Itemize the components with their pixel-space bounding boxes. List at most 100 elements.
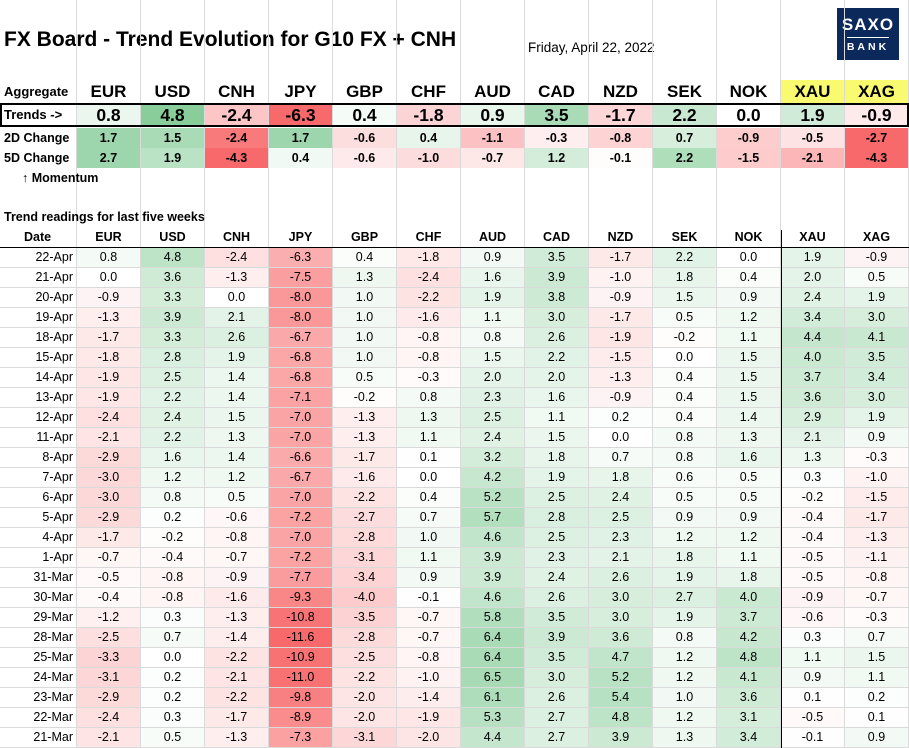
history-date: 13-Apr <box>35 390 73 404</box>
history-value-usd: 1.6 <box>141 448 204 467</box>
history-value-usd: -0.2 <box>141 528 204 547</box>
grid-hline <box>0 687 909 688</box>
history-value-usd: 3.3 <box>141 328 204 347</box>
history-value-eur: -3.3 <box>77 648 140 667</box>
history-value-usd: 1.2 <box>141 468 204 487</box>
history-value-jpy: -7.3 <box>269 728 332 747</box>
grid-hline <box>0 567 909 568</box>
history-date: 1-Apr <box>42 550 73 564</box>
history-value-chf: 0.4 <box>397 488 460 507</box>
grid-hline <box>0 527 909 528</box>
history-value-gbp: -2.5 <box>333 648 396 667</box>
grid-vline <box>204 0 205 748</box>
history-value-xau: -0.5 <box>781 548 844 567</box>
history-value-jpy: -6.7 <box>269 328 332 347</box>
change-5d-usd: 1.9 <box>141 148 204 168</box>
history-value-cnh: -1.3 <box>205 268 268 287</box>
history-value-cad: 1.9 <box>525 468 588 487</box>
history-value-jpy: -10.8 <box>269 608 332 627</box>
history-value-nzd: -1.5 <box>589 348 652 367</box>
history-value-xag: -1.3 <box>845 528 908 547</box>
history-value-gbp: -1.7 <box>333 448 396 467</box>
history-value-nzd: -1.0 <box>589 268 652 287</box>
history-value-chf: -0.7 <box>397 628 460 647</box>
change-2d-usd: 1.5 <box>141 128 204 148</box>
history-date: 31-Mar <box>33 570 73 584</box>
history-value-gbp: -2.8 <box>333 528 396 547</box>
history-value-nok: 4.0 <box>717 588 780 607</box>
history-value-cad: 1.1 <box>525 408 588 427</box>
history-header-nok: NOK <box>734 230 763 244</box>
history-value-aud: 5.2 <box>461 488 524 507</box>
history-value-nok: 0.5 <box>717 468 780 487</box>
history-value-chf: -1.6 <box>397 308 460 327</box>
history-value-xag: 0.2 <box>845 688 908 707</box>
history-value-chf: -0.3 <box>397 368 460 387</box>
history-value-chf: -0.8 <box>397 348 460 367</box>
grid-vline <box>268 0 269 748</box>
history-value-eur: -1.3 <box>77 308 140 327</box>
history-value-sek: 1.9 <box>653 608 716 627</box>
history-value-nok: 1.5 <box>717 348 780 367</box>
history-value-sek: 0.0 <box>653 348 716 367</box>
currency-header-cad: CAD <box>538 82 575 101</box>
history-value-nok: 0.0 <box>717 248 780 267</box>
currency-header-eur: EUR <box>90 82 127 101</box>
history-value-aud: 4.6 <box>461 588 524 607</box>
trends-label: Trends -> <box>4 107 63 122</box>
history-value-xau: -0.6 <box>781 608 844 627</box>
trend-value-chf: -1.8 <box>397 104 460 126</box>
history-value-xag: -0.3 <box>845 608 908 627</box>
grid-hline <box>0 627 909 628</box>
trend-value-aud: 0.9 <box>461 104 524 126</box>
history-value-aud: 2.4 <box>461 428 524 447</box>
history-value-eur: 0.8 <box>77 248 140 267</box>
history-date: 22-Mar <box>33 710 73 724</box>
history-value-nok: 4.2 <box>717 628 780 647</box>
history-value-nzd: -1.7 <box>589 248 652 267</box>
history-value-chf: -0.1 <box>397 588 460 607</box>
history-value-xau: 1.3 <box>781 448 844 467</box>
history-value-jpy: -11.6 <box>269 628 332 647</box>
history-value-cad: 2.8 <box>525 508 588 527</box>
history-value-usd: 0.3 <box>141 708 204 727</box>
history-value-nok: 3.4 <box>717 728 780 747</box>
history-value-chf: -0.8 <box>397 328 460 347</box>
history-value-sek: 0.4 <box>653 388 716 407</box>
history-value-aud: 1.6 <box>461 268 524 287</box>
history-value-aud: 6.1 <box>461 688 524 707</box>
history-value-cnh: -2.1 <box>205 668 268 687</box>
history-value-cad: 3.9 <box>525 268 588 287</box>
history-value-xau: -0.4 <box>781 528 844 547</box>
history-value-gbp: 0.4 <box>333 248 396 267</box>
history-value-usd: 0.8 <box>141 488 204 507</box>
grid-vline <box>716 0 717 748</box>
history-value-usd: -0.8 <box>141 588 204 607</box>
history-header-cnh: CNH <box>222 230 251 244</box>
grid-hline <box>0 727 909 728</box>
grid-hline <box>0 387 909 388</box>
date-column-header: Date <box>24 230 52 244</box>
currency-header-xag: XAG <box>845 80 908 103</box>
history-value-xau: 2.4 <box>781 288 844 307</box>
grid-vline <box>844 0 845 748</box>
history-value-nzd: 3.0 <box>589 608 652 627</box>
history-value-jpy: -9.8 <box>269 688 332 707</box>
history-value-cnh: 1.5 <box>205 408 268 427</box>
logo-line2: BANK <box>846 41 890 53</box>
history-value-xag: 3.5 <box>845 348 908 367</box>
history-date: 11-Apr <box>36 430 73 444</box>
history-value-xag: -0.9 <box>845 248 908 267</box>
history-header-aud: AUD <box>478 230 507 244</box>
history-value-aud: 4.2 <box>461 468 524 487</box>
history-header-chf: CHF <box>415 230 442 244</box>
history-value-sek: -0.2 <box>653 328 716 347</box>
change-5d-chf: -1.0 <box>397 148 460 168</box>
currency-header-nzd: NZD <box>603 82 638 101</box>
history-value-xau: 2.0 <box>781 268 844 287</box>
history-date: 14-Apr <box>35 370 73 384</box>
currency-header-aud: AUD <box>474 82 511 101</box>
history-value-xag: -0.7 <box>845 588 908 607</box>
change-5d-aud: -0.7 <box>461 148 524 168</box>
currency-header-nok: NOK <box>729 82 768 101</box>
